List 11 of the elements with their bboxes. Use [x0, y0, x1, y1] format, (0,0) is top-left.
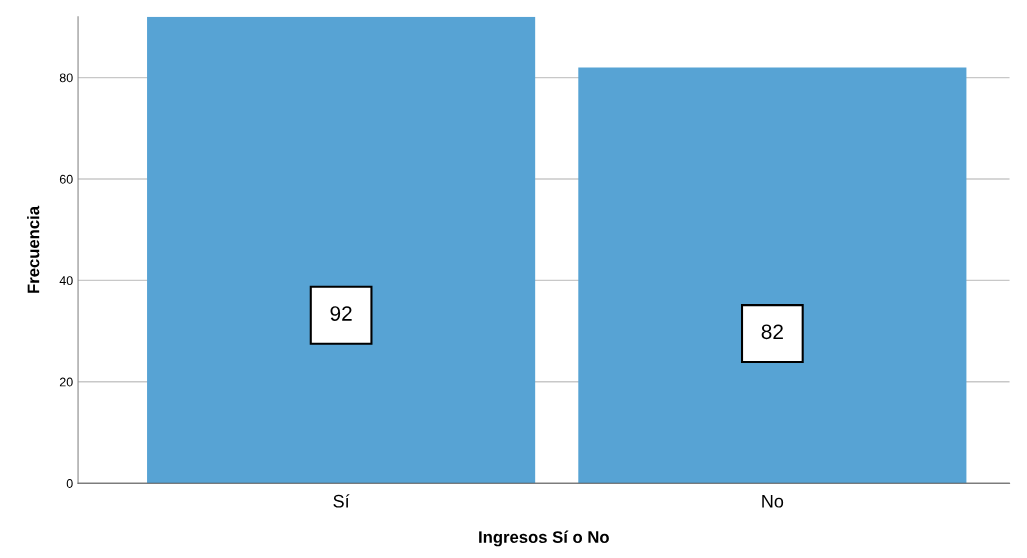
y-axis-title: Frecuencia [27, 205, 40, 293]
data-label: 92 [330, 306, 352, 321]
y-tick-label: 60 [59, 174, 73, 184]
y-tick-label: 0 [66, 479, 73, 488]
y-tick-label: 80 [59, 73, 73, 83]
data-label: 82 [761, 324, 783, 340]
y-tick-label: 20 [59, 377, 73, 387]
x-tick-label: Sí [333, 494, 350, 508]
x-axis-title: Ingresos Sí o No [479, 530, 609, 547]
y-tick-label: 40 [59, 276, 73, 286]
x-tick-label: No [762, 495, 784, 508]
